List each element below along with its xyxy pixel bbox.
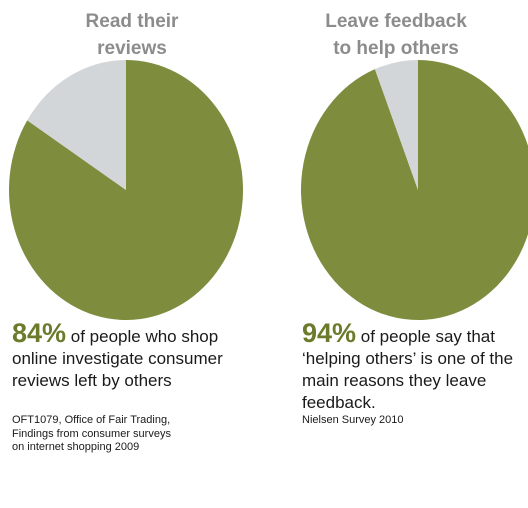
percent-label: 94% xyxy=(302,318,357,348)
pie-slice-rest xyxy=(374,60,418,190)
panel-feedback: Leave feedback to help others 94% of peo… xyxy=(264,0,528,508)
pie-slice-main xyxy=(8,60,244,320)
pie-slice-main xyxy=(301,60,528,320)
chart-title-line: to help others xyxy=(333,38,459,59)
chart-title-line: Read their xyxy=(85,11,179,32)
stat-text: 94% of people say that ‘helping others’ … xyxy=(302,320,528,414)
pie-slice-rest xyxy=(27,60,127,190)
percent-label: 84% xyxy=(12,318,67,348)
stat-statement: of people say that ‘helping others’ is o… xyxy=(302,327,514,412)
panel-reviews: Read their reviews 84% of people who sho… xyxy=(0,8,264,453)
stat-statement: of people who shop online investigate co… xyxy=(12,327,223,390)
pie-chart-reviews xyxy=(8,60,244,320)
stat-text: 84% of people who shop online investigat… xyxy=(12,320,252,392)
chart-title-line: reviews xyxy=(97,38,167,59)
chart-title: Leave feedback to help others xyxy=(264,8,528,62)
source-citation: OFT1079, Office of Fair Trading, Finding… xyxy=(12,414,171,453)
chart-title: Read their reviews xyxy=(0,8,264,62)
chart-title-line: Leave feedback xyxy=(325,11,467,32)
source-citation: Nielsen Survey 2010 xyxy=(302,414,404,426)
pie-chart-feedback xyxy=(301,60,528,320)
